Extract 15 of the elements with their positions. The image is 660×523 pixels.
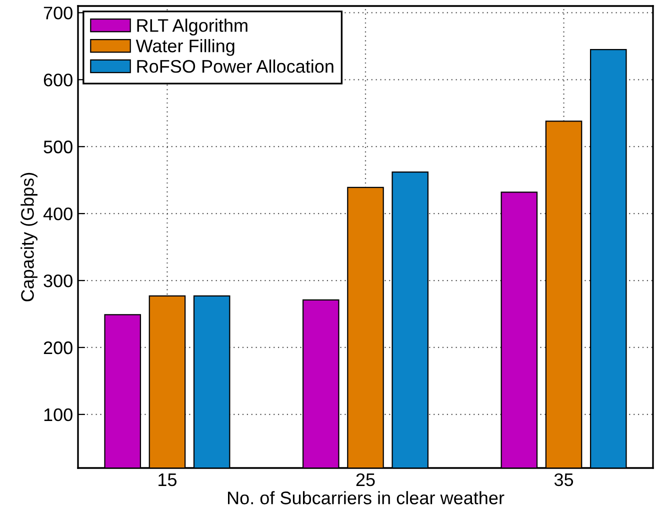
y-tick-label: 500: [44, 140, 72, 154]
legend-label: RoFSO Power Allocation: [137, 60, 334, 73]
y-tick-label: 300: [44, 274, 72, 288]
y-tick-label: 700: [44, 6, 72, 20]
legend-label: Water Filling: [136, 39, 234, 56]
y-axis-title: Capacity (Gbps): [20, 172, 38, 302]
x-tick-label: 25: [356, 473, 375, 486]
x-tick-label: 35: [554, 473, 574, 486]
y-tick-label: 400: [43, 208, 72, 220]
y-tick-label: 100: [44, 408, 72, 422]
y-tick-label: 600: [44, 74, 72, 86]
legend-label: RLT Algorithm: [137, 18, 248, 36]
x-axis-title: No. of Subcarriers in clear weather: [228, 491, 504, 504]
x-tick-label: 15: [158, 474, 177, 486]
y-tick-label: 200: [44, 341, 72, 354]
